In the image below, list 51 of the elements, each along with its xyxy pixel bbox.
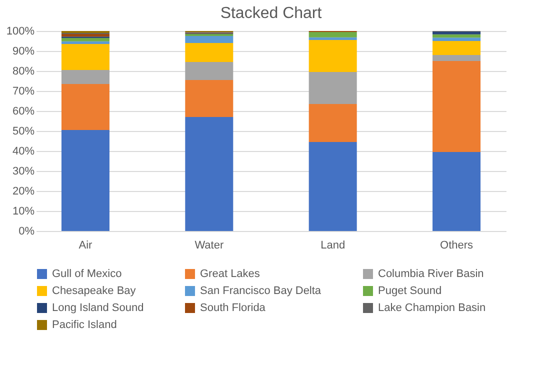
x-tick-label: Air — [78, 240, 93, 252]
legend-label: South Florida — [200, 302, 266, 314]
bar — [308, 37, 357, 40]
y-tick-label: 50% — [12, 126, 35, 138]
bar — [185, 43, 234, 62]
legend-label: San Francisco Bay Delta — [200, 285, 322, 297]
x-tick-label: Land — [320, 240, 346, 252]
y-tick-label: 90% — [12, 46, 35, 58]
bar — [432, 152, 481, 231]
bar — [185, 36, 234, 43]
legend-label: Lake Champion Basin — [378, 302, 486, 314]
bar — [61, 38, 110, 42]
bar — [432, 34, 481, 38]
chart-title: Stacked Chart — [220, 5, 322, 22]
legend-label: Long Island Sound — [52, 302, 144, 314]
bar — [308, 72, 357, 104]
y-tick-label: 30% — [12, 166, 35, 178]
bar — [432, 32, 481, 34]
legend-label: Great Lakes — [200, 268, 260, 280]
bar — [61, 34, 110, 37]
legend-label: Gull of Mexico — [52, 268, 122, 280]
legend-label: Pacific Island — [52, 319, 117, 331]
bar — [185, 117, 234, 231]
legend-label: Puget Sound — [378, 285, 442, 297]
bar — [61, 70, 110, 84]
legend-label: Chesapeake Bay — [52, 285, 136, 297]
bar — [308, 142, 357, 231]
bar — [61, 44, 110, 70]
y-tick-label: 10% — [12, 206, 35, 218]
x-tick-label: Water — [194, 240, 224, 252]
bar — [185, 80, 234, 117]
bar — [61, 84, 110, 130]
y-tick-label: 100% — [6, 26, 35, 38]
bar — [432, 41, 481, 55]
y-tick-label: 80% — [12, 66, 35, 78]
bar — [308, 104, 357, 142]
bar — [308, 40, 357, 72]
bar — [61, 130, 110, 231]
y-tick-label: 40% — [12, 146, 35, 158]
bar — [185, 62, 234, 80]
x-tick-label: Others — [440, 240, 474, 252]
y-tick-label: 20% — [12, 186, 35, 198]
bar — [432, 55, 481, 61]
bar — [432, 61, 481, 152]
y-tick-label: 60% — [12, 106, 35, 118]
bar — [61, 41, 110, 44]
legend-label: Columbia River Basin — [378, 268, 484, 280]
bar — [432, 38, 481, 41]
bar — [308, 32, 357, 38]
y-tick-label: 0% — [18, 226, 35, 238]
y-tick-label: 70% — [12, 86, 35, 98]
